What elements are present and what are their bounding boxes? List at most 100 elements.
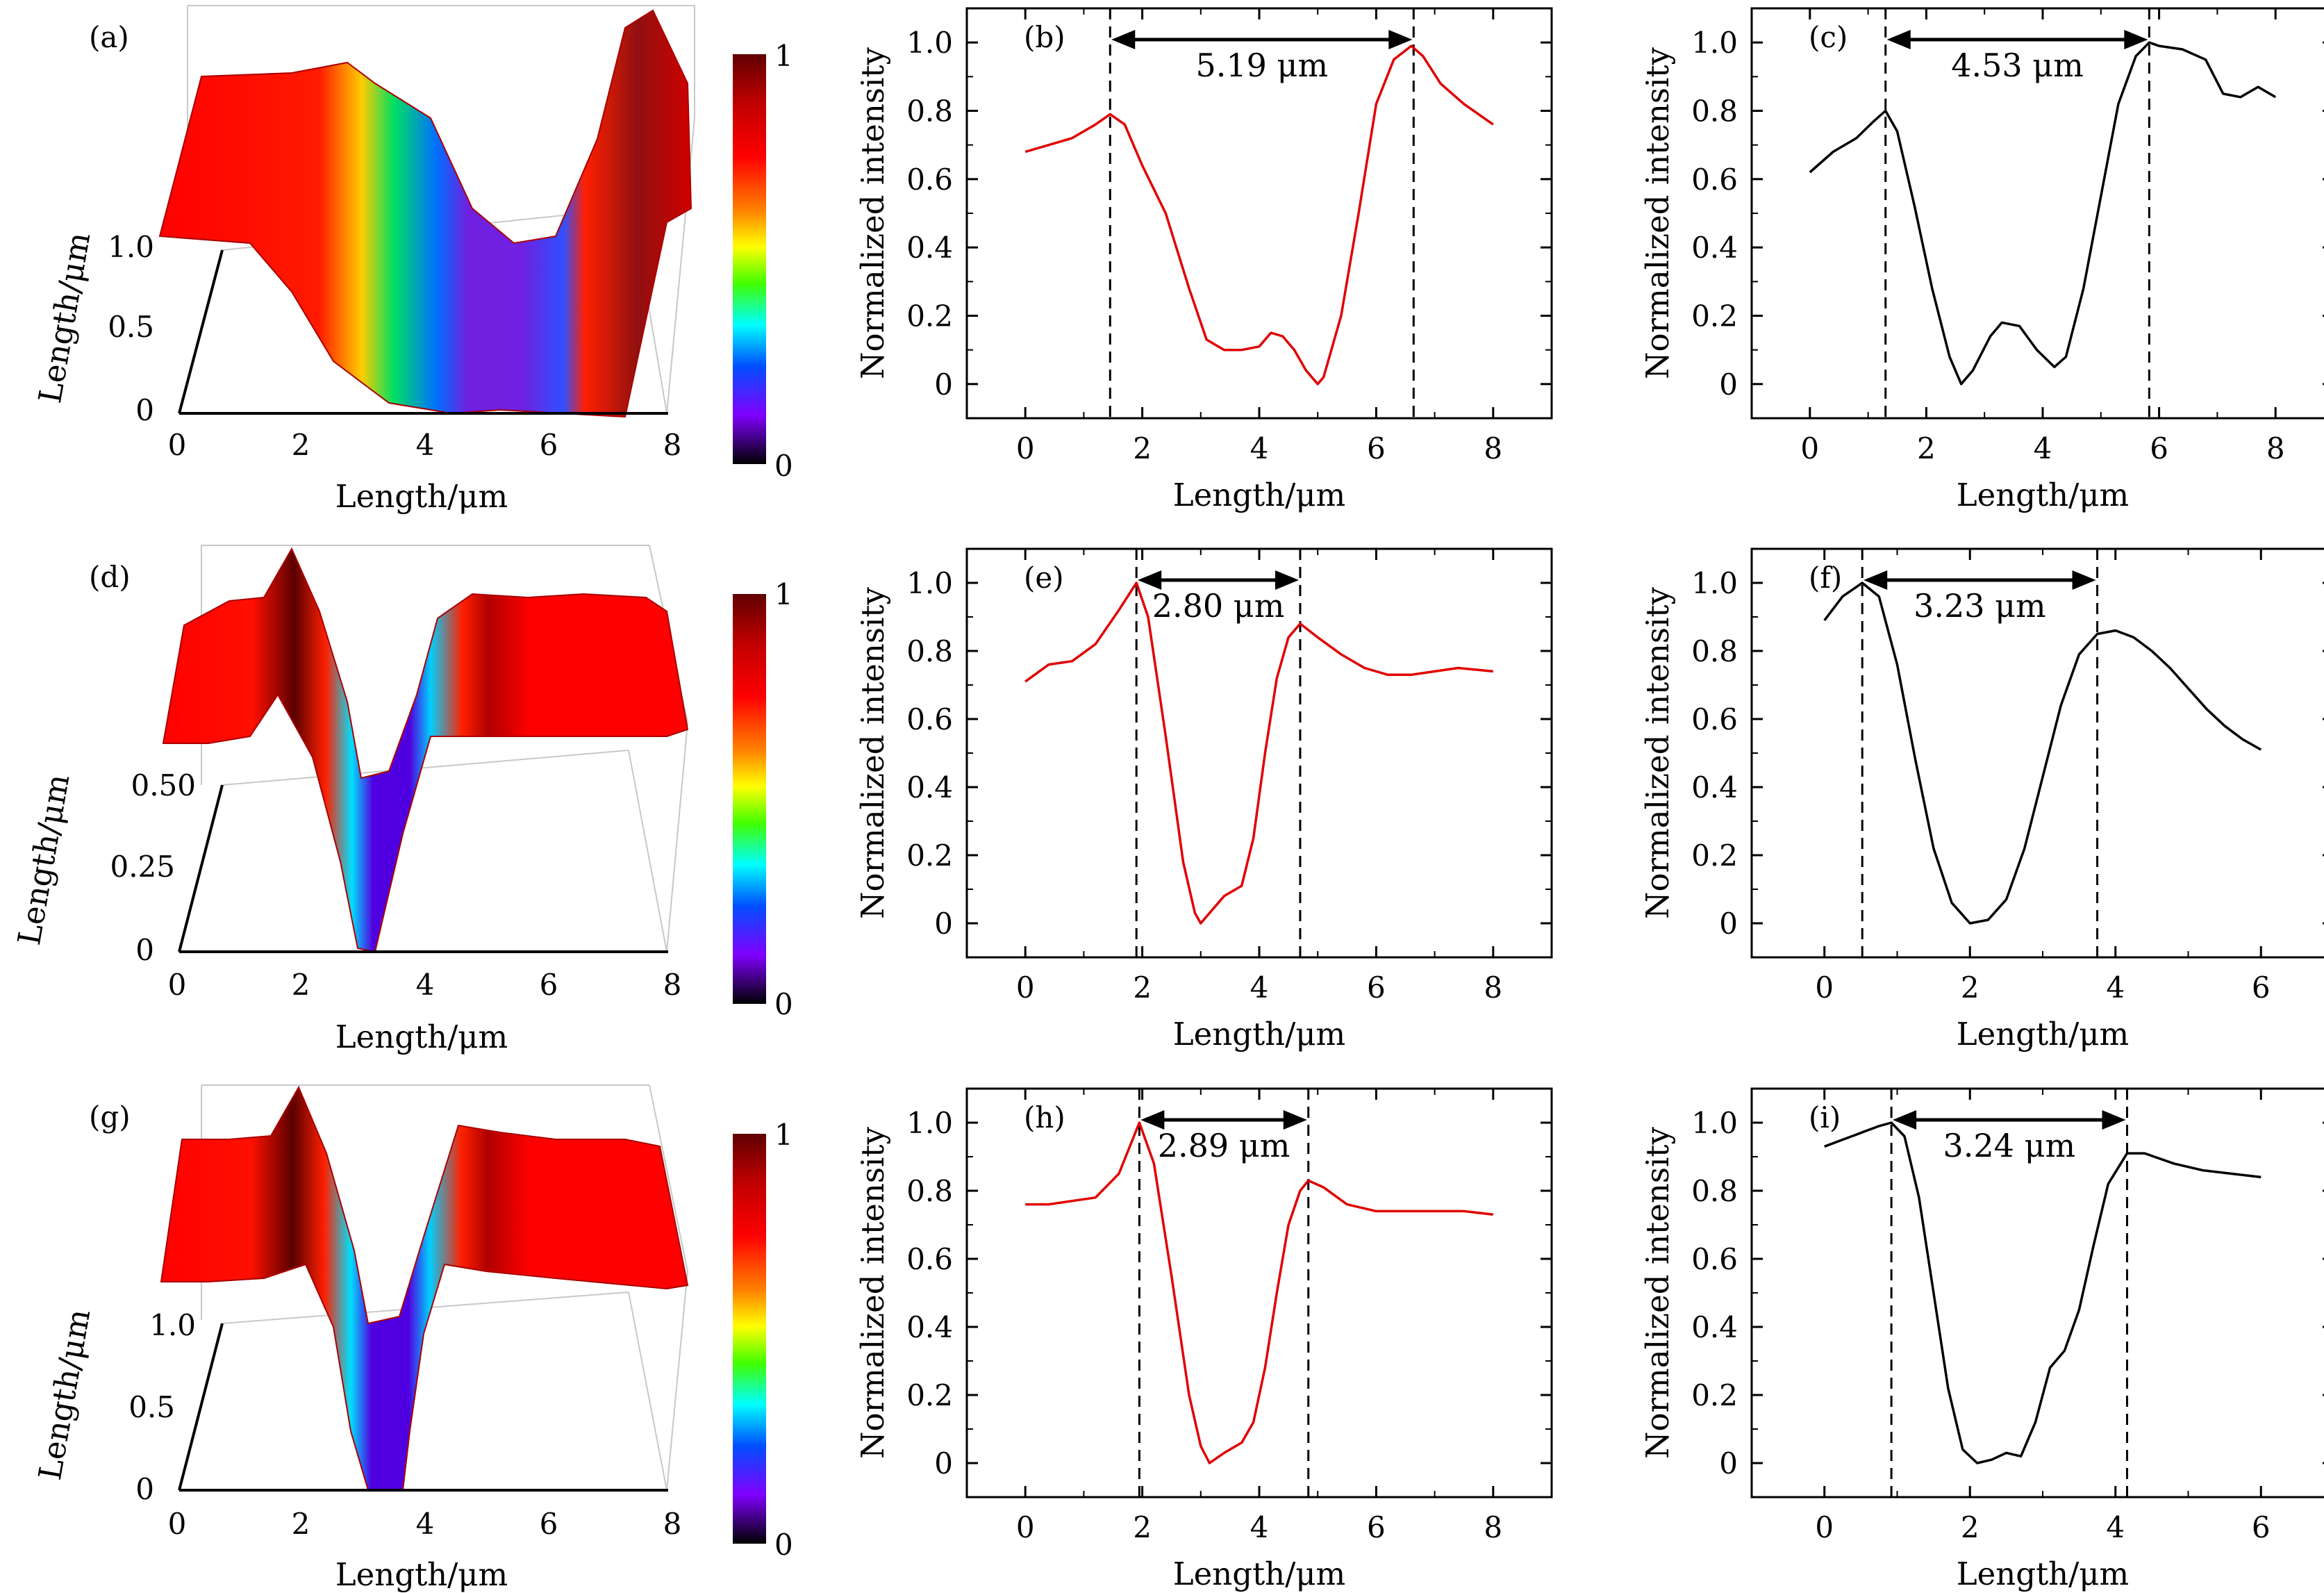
ytick-label: 1.0	[906, 1106, 953, 1140]
xtick-label: 0	[168, 428, 187, 462]
colorbar-min-label: 0	[774, 449, 793, 483]
annotation-background	[1157, 590, 1279, 623]
width-annotation: 3.23 μm	[1914, 587, 2046, 625]
y-axis-label: Normalized intensity	[854, 587, 891, 919]
ytick-label: 0.2	[906, 1378, 953, 1412]
x-axis-label: Length/μm	[335, 1556, 508, 1593]
xtick-label: 4	[416, 1507, 435, 1541]
colorbar-min-label: 0	[774, 1528, 793, 1562]
xtick-label: 8	[2266, 431, 2285, 465]
xtick-label: 6	[1367, 431, 1386, 465]
arrow-head-right	[2124, 30, 2148, 49]
x-axis-label: Length/μm	[1957, 1555, 2129, 1592]
surface-xtick-labels: 0 2 4 6 8	[168, 1507, 682, 1541]
surface-ytick-labels: 1.0 0.5 0	[128, 1308, 196, 1506]
ytick-label: 0.4	[906, 1310, 953, 1344]
xtick-label: 2	[1133, 971, 1152, 1005]
xtick-label: 2	[1133, 431, 1152, 465]
xtick-label: 4	[2106, 1510, 2125, 1544]
width-annotation: 2.89 μm	[1158, 1127, 1290, 1164]
xtick-label: 0	[1815, 1510, 1834, 1544]
colorbar: 1 0	[733, 1118, 793, 1562]
width-annotation: 2.80 μm	[1152, 587, 1285, 625]
xtick-label: 2	[1133, 1510, 1152, 1544]
ytick-label: 0.6	[1691, 1242, 1738, 1276]
ytick-label: 0.25	[110, 850, 175, 884]
surface-ytick-labels: 0.50 0.25 0	[110, 768, 196, 967]
ytick-label: 0.4	[906, 231, 953, 265]
arrow-head-left	[1886, 30, 1911, 49]
ytick-label: 0.6	[906, 1242, 953, 1276]
xtick-label: 4	[1250, 971, 1269, 1005]
y-axis-label: Length/μm	[31, 229, 97, 406]
ytick-label: 0	[934, 368, 953, 402]
panel-label: (g)	[89, 1100, 131, 1134]
ytick-label: 0.8	[906, 634, 953, 668]
ytick-label: 1.0	[108, 230, 154, 264]
y-axis-label: Normalized intensity	[1639, 47, 1676, 379]
arrow-head-left	[1138, 570, 1162, 590]
ytick-label: 0.6	[1691, 163, 1738, 197]
ytick-label: 0	[1719, 907, 1738, 941]
panel-label: (f)	[1809, 561, 1842, 595]
x-axis-label: Length/μm	[1957, 1016, 2129, 1053]
ytick-label: 0.2	[1691, 299, 1738, 333]
y-axis-label: Normalized intensity	[1639, 1127, 1676, 1459]
ytick-label: 0	[1719, 1446, 1738, 1480]
annotation-background	[1163, 1130, 1285, 1163]
ytick-label: 0.50	[131, 768, 196, 802]
xtick-label: 0	[168, 968, 187, 1002]
y-axis-label: Length/μm	[31, 1306, 97, 1483]
panel-label: (a)	[89, 20, 129, 54]
xtick-label: 6	[540, 1507, 558, 1541]
surface-panel-a: (a) 1.0 0.5 0 0 2 4 6 8 Length/μm Length…	[31, 5, 793, 515]
line-chart-panel: 0 2 4 6 0 0.2 0.4 0.6 0.8 1.0 Length/μm Normalized …	[1639, 547, 2324, 1053]
xtick-label: 2	[1961, 971, 1979, 1005]
xtick-label: 2	[1917, 431, 1936, 465]
data-series-line	[1823, 581, 2262, 925]
x-axis-label: Length/μm	[1173, 477, 1345, 513]
xtick-label: 6	[540, 968, 558, 1002]
surface-panel-g: (g) 1.0 0.5 0 0 2 4 6 8 Length/μm Length…	[31, 1084, 793, 1593]
xtick-label: 0	[1016, 971, 1035, 1005]
panel-label: (b)	[1024, 20, 1065, 54]
xtick-label: 8	[1484, 971, 1502, 1005]
arrow-head-right	[1275, 570, 1299, 590]
arrow-head-right	[2102, 1110, 2126, 1130]
annotation-background	[1918, 590, 2041, 623]
colorbar-min-label: 0	[774, 987, 793, 1021]
xtick-label: 8	[663, 1507, 682, 1541]
xtick-label: 4	[416, 428, 435, 462]
ytick-label: 1.0	[1691, 26, 1738, 60]
ytick-label: 0.6	[1691, 702, 1738, 736]
arrow-head-right	[1388, 30, 1413, 49]
line-chart-panel: 0 2 4 6 8 0 0.2 0.4 0.6 0.8 1.0 Length/μm Normalized…	[1639, 7, 2324, 513]
ytick-label: 1.0	[1691, 1106, 1738, 1140]
xtick-label: 6	[2150, 431, 2168, 465]
line-chart-panel: 0 2 4 6 0 0.2 0.4 0.6 0.8 1.0 Length/μm Normalized …	[1639, 1087, 2324, 1592]
xtick-label: 4	[2034, 431, 2052, 465]
xtick-label: 4	[1250, 1510, 1269, 1544]
y-axis-label: Normalized intensity	[1639, 587, 1676, 919]
line-chart-panel: 0 2 4 6 8 0 0.2 0.4 0.6 0.8 1.0 Length/μm Normalized…	[854, 7, 1553, 513]
x-axis-label: Length/μm	[1957, 477, 2129, 513]
colorbar: 1 0	[733, 39, 793, 483]
panel-label: (c)	[1809, 20, 1848, 54]
ytick-label: 0.4	[906, 770, 953, 804]
ytick-label: 0.2	[906, 299, 953, 333]
xtick-label: 2	[1961, 1510, 1979, 1544]
arrow-head-left	[1864, 570, 1888, 590]
ytick-label: 0.2	[1691, 1378, 1738, 1412]
data-series-line	[1024, 44, 1494, 386]
annotation-background	[1948, 1130, 2070, 1163]
arrow-head-right	[2072, 570, 2096, 590]
surface-xtick-labels: 0 2 4 6 8	[168, 428, 682, 462]
xtick-label: 0	[1016, 431, 1035, 465]
surface-xtick-labels: 0 2 4 6 8	[168, 968, 682, 1002]
width-annotation: 5.19 μm	[1196, 47, 1329, 84]
annotation-background	[1957, 49, 2079, 83]
xtick-label: 4	[2106, 971, 2125, 1005]
panel-label: (d)	[89, 560, 131, 594]
ytick-label: 0	[934, 1446, 953, 1480]
